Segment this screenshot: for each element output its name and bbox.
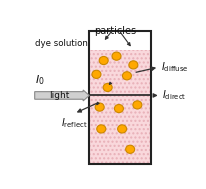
Bar [89, 50, 150, 164]
Text: $I_0$: $I_0$ [35, 74, 44, 88]
Circle shape [91, 70, 101, 78]
Text: $I_{\mathrm{direct}}$: $I_{\mathrm{direct}}$ [162, 88, 186, 102]
Circle shape [117, 125, 126, 133]
Bar [89, 31, 150, 164]
Circle shape [99, 57, 108, 65]
Bar [89, 50, 150, 164]
Text: particles: particles [93, 26, 135, 36]
Circle shape [125, 145, 134, 153]
Circle shape [103, 83, 112, 91]
Text: dye solution: dye solution [35, 39, 87, 48]
Text: light: light [49, 91, 69, 100]
FancyArrow shape [35, 90, 89, 101]
Text: $I_{\mathrm{reflect}}$: $I_{\mathrm{reflect}}$ [60, 116, 87, 130]
Circle shape [111, 52, 121, 60]
Circle shape [132, 101, 141, 109]
Circle shape [114, 105, 123, 113]
Circle shape [122, 72, 131, 80]
Circle shape [95, 103, 104, 111]
Text: $I_{\mathrm{diffuse}}$: $I_{\mathrm{diffuse}}$ [160, 60, 187, 74]
Circle shape [128, 61, 137, 69]
Circle shape [96, 125, 105, 133]
Bar [89, 31, 150, 50]
